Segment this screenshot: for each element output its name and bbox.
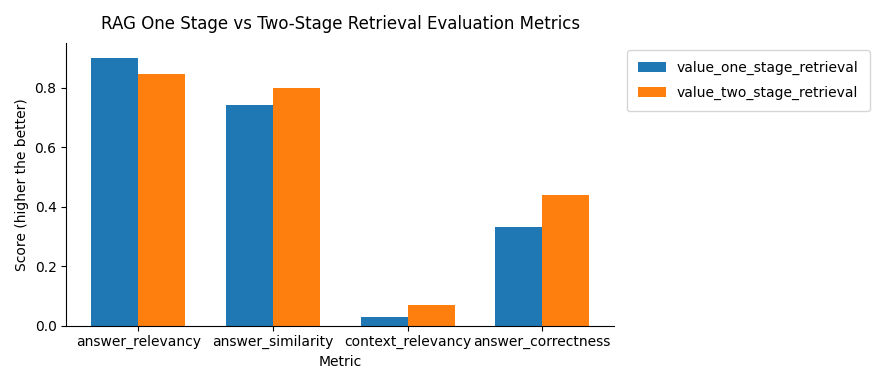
Y-axis label: Score (higher the better): Score (higher the better) [15,98,29,271]
Bar [361,317,408,326]
Bar [495,227,542,326]
Bar [226,105,273,326]
Bar [91,58,138,326]
X-axis label: Metric: Metric [319,355,361,369]
Title: RAG One Stage vs Two-Stage Retrieval Evaluation Metrics: RAG One Stage vs Two-Stage Retrieval Eva… [101,15,579,33]
Bar [273,88,320,326]
Bar [408,305,455,326]
Bar [138,74,185,326]
Bar [542,195,589,326]
Legend: value_one_stage_retrieval, value_two_stage_retrieval: value_one_stage_retrieval, value_two_sta… [626,50,870,111]
